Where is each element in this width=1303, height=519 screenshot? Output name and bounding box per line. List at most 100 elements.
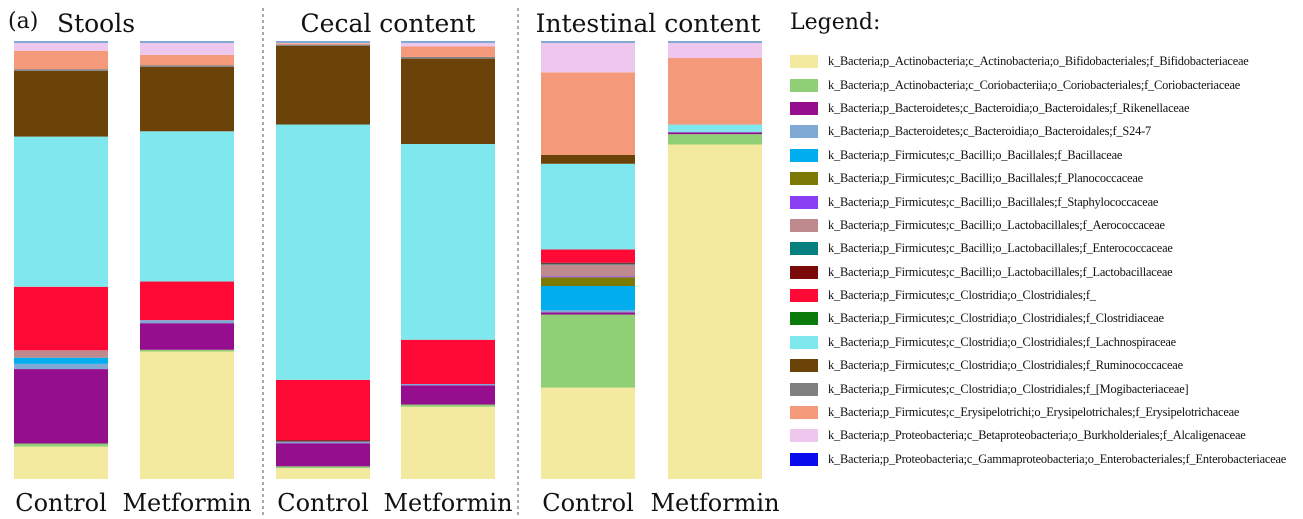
bar-segment — [14, 136, 108, 287]
bar-segment — [401, 406, 495, 479]
legend-label: k_Bacteria;p_Firmicutes;c_Clostridia;o_C… — [828, 311, 1164, 326]
bar-segment — [541, 264, 635, 277]
bar-segment — [14, 350, 108, 358]
legend: Legend: k_Bacteria;p_Actinobacteria;c_Ac… — [790, 8, 1295, 471]
legend-label: k_Bacteria;p_Actinobacteria;c_Actinobact… — [828, 54, 1249, 69]
panel-label: (a) — [8, 9, 38, 34]
legend-item: k_Bacteria;p_Firmicutes;c_Bacilli;o_Lact… — [790, 261, 1295, 284]
legend-label: k_Bacteria;p_Firmicutes;c_Clostridia;o_C… — [828, 288, 1096, 303]
bar-segment — [276, 440, 370, 442]
bar-segment — [140, 281, 234, 321]
bar-segment — [14, 42, 108, 51]
bar-segment — [401, 58, 495, 145]
legend-label: k_Bacteria;p_Proteobacteria;c_Betaproteo… — [828, 428, 1246, 443]
bar-top-edge — [14, 41, 108, 43]
bar-segment — [276, 441, 370, 444]
legend-swatch — [790, 55, 818, 69]
bar-segment — [276, 44, 370, 46]
bar-segment — [140, 66, 234, 132]
bar-segment — [401, 56, 495, 59]
stacked-bar — [276, 41, 370, 479]
bar-segment — [14, 357, 108, 364]
stacked-bar — [401, 41, 495, 479]
bar-segment — [140, 42, 234, 55]
legend-label: k_Bacteria;p_Firmicutes;c_Clostridia;o_C… — [828, 381, 1189, 396]
legend-swatch — [790, 218, 818, 232]
legend-items: k_Bacteria;p_Actinobacteria;c_Actinobact… — [790, 50, 1295, 471]
bar-segment — [541, 262, 635, 264]
bar-segment — [14, 50, 108, 70]
bar-segment — [140, 54, 234, 66]
legend-item: k_Bacteria;p_Firmicutes;c_Clostridia;o_C… — [790, 331, 1295, 354]
legend-label: k_Bacteria;p_Firmicutes;c_Clostridia;o_C… — [828, 358, 1183, 373]
legend-item: k_Bacteria;p_Firmicutes;c_Clostridia;o_C… — [790, 354, 1295, 377]
bar-segment — [140, 131, 234, 282]
legend-swatch — [790, 289, 818, 303]
category-label: Control — [15, 489, 107, 517]
legend-swatch — [790, 125, 818, 139]
legend-item: k_Bacteria;p_Firmicutes;c_Clostridia;o_C… — [790, 307, 1295, 330]
legend-item: k_Bacteria;p_Firmicutes;c_Erysipelotrich… — [790, 401, 1295, 424]
legend-item: k_Bacteria;p_Firmicutes;c_Bacilli;o_Lact… — [790, 214, 1295, 237]
legend-swatch — [790, 242, 818, 256]
legend-swatch — [790, 382, 818, 396]
bar-segment — [140, 351, 234, 479]
bar-segment — [140, 65, 234, 67]
bar-segment — [668, 42, 762, 59]
bar-segment — [14, 286, 108, 351]
legend-label: k_Bacteria;p_Proteobacteria;c_Gammaprote… — [828, 451, 1287, 466]
bar-segment — [668, 124, 762, 132]
bar-segment — [401, 339, 495, 384]
panel-title: Cecal content — [301, 9, 476, 38]
legend-item: k_Bacteria;p_Firmicutes;c_Clostridia;o_C… — [790, 284, 1295, 307]
legend-swatch — [790, 406, 818, 420]
legend-item: k_Bacteria;p_Bacteroidetes;c_Bacteroidia… — [790, 120, 1295, 143]
bar-segment — [140, 323, 234, 350]
legend-item: k_Bacteria;p_Firmicutes;c_Bacilli;o_Lact… — [790, 237, 1295, 260]
bar-top-edge — [668, 41, 762, 43]
legend-swatch — [790, 101, 818, 115]
legend-label: k_Bacteria;p_Firmicutes;c_Clostridia;o_C… — [828, 334, 1176, 349]
bar-segment — [401, 404, 495, 407]
bar-stacks — [14, 41, 762, 480]
bar-top-edge — [140, 41, 234, 43]
legend-swatch — [790, 148, 818, 162]
legend-item: k_Bacteria;p_Proteobacteria;c_Gammaprote… — [790, 448, 1295, 471]
bar-segment — [541, 286, 635, 311]
bar-top-edge — [541, 41, 635, 43]
legend-item: k_Bacteria;p_Firmicutes;c_Clostridia;o_C… — [790, 377, 1295, 400]
legend-swatch — [790, 312, 818, 326]
bar-segment — [541, 154, 635, 164]
category-label: Control — [542, 489, 634, 517]
legend-label: k_Bacteria;p_Firmicutes;c_Bacilli;o_Baci… — [828, 147, 1123, 162]
legend-label: k_Bacteria;p_Firmicutes;c_Bacilli;o_Lact… — [828, 217, 1165, 232]
bar-segment — [401, 42, 495, 47]
legend-swatch — [790, 359, 818, 373]
legend-item: k_Bacteria;p_Proteobacteria;c_Betaproteo… — [790, 424, 1295, 447]
category-label: Metformin — [122, 489, 251, 517]
legend-item: k_Bacteria;p_Firmicutes;c_Bacilli;o_Baci… — [790, 167, 1295, 190]
panel-title: Stools — [57, 9, 135, 38]
bar-segment — [276, 468, 370, 479]
bar-segment — [541, 277, 635, 286]
bar-segment — [541, 276, 635, 278]
legend-label: k_Bacteria;p_Actinobacteria;c_Coriobacte… — [828, 77, 1241, 92]
legend-label: k_Bacteria;p_Firmicutes;c_Bacilli;o_Lact… — [828, 264, 1173, 279]
legend-item: k_Bacteria;p_Firmicutes;c_Bacilli;o_Baci… — [790, 144, 1295, 167]
stacked-bar — [140, 41, 234, 479]
bar-segment — [541, 72, 635, 155]
stacked-bar-chart: Stools Cecal content Intestinal content Co… — [8, 8, 780, 517]
legend-swatch — [790, 195, 818, 209]
bar-segment — [541, 387, 635, 479]
bar-segment — [668, 134, 762, 145]
bar-segment — [541, 310, 635, 313]
legend-item: k_Bacteria;p_Firmicutes;c_Bacilli;o_Baci… — [790, 190, 1295, 213]
panel-titles: Stools Cecal content Intestinal content — [57, 9, 760, 38]
bar-segment — [14, 446, 108, 479]
legend-swatch — [790, 452, 818, 466]
bar-segment — [276, 124, 370, 380]
bar-segment — [668, 132, 762, 135]
stacked-bar — [541, 41, 635, 479]
bar-segment — [668, 144, 762, 480]
panel-title: Intestinal content — [536, 9, 761, 38]
